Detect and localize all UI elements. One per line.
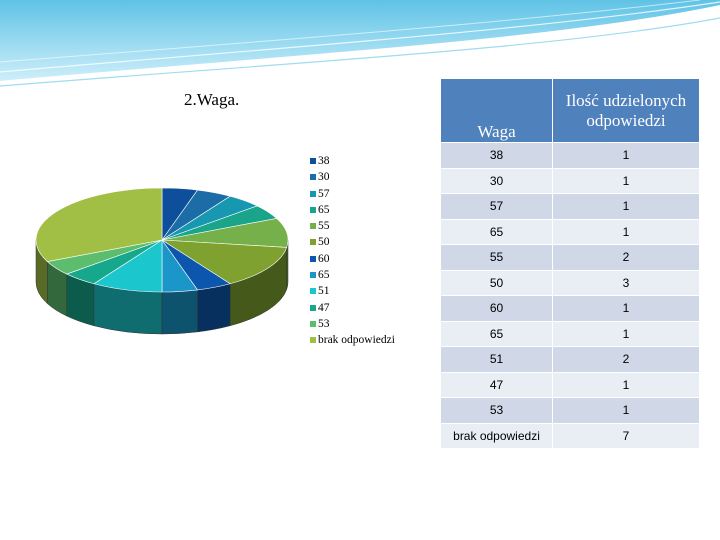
legend-label: 50 xyxy=(318,236,330,249)
table-row: 47 1 xyxy=(441,371,699,398)
slide-title: 2.Waga. xyxy=(184,90,240,109)
cell-waga: 38 xyxy=(441,142,553,169)
table-row: 50 3 xyxy=(441,269,699,296)
legend-swatch xyxy=(310,304,316,311)
cell-waga: brak odpowiedzi xyxy=(441,422,553,449)
cell-waga: 65 xyxy=(441,218,553,245)
table-row: 57 1 xyxy=(441,193,699,220)
table-row: 53 1 xyxy=(441,397,699,424)
table-row: 30 1 xyxy=(441,167,699,194)
cell-count: 3 xyxy=(552,269,699,296)
legend-swatch xyxy=(310,288,316,295)
cell-count: 1 xyxy=(552,295,699,322)
table-row: 65 1 xyxy=(441,320,699,347)
cell-waga: 53 xyxy=(441,397,553,424)
legend-label: 57 xyxy=(318,187,330,200)
cell-count: 1 xyxy=(552,397,699,424)
table-row: 60 1 xyxy=(441,295,699,322)
cell-count: 2 xyxy=(552,244,699,271)
legend-swatch xyxy=(310,206,316,213)
cell-count: 2 xyxy=(552,346,699,373)
cell-count: 1 xyxy=(552,371,699,398)
header-cell-waga: Waga xyxy=(441,78,553,143)
legend-swatch xyxy=(310,337,316,344)
table-header-row: Waga Ilość udzielonych odpowiedzi xyxy=(441,78,699,143)
legend-label: 47 xyxy=(318,301,330,314)
cell-count: 1 xyxy=(552,167,699,194)
legend-item: 50 xyxy=(310,234,395,250)
cell-count: 1 xyxy=(552,218,699,245)
legend-label: brak odpowiedzi xyxy=(318,334,395,347)
header-cell-count: Ilość udzielonych odpowiedzi xyxy=(552,78,699,143)
legend-label: 65 xyxy=(318,269,330,282)
cell-waga: 55 xyxy=(441,244,553,271)
legend-label: 30 xyxy=(318,171,330,184)
pie-slice-side xyxy=(197,283,231,333)
cell-count: 7 xyxy=(552,422,699,449)
legend-item: 60 xyxy=(310,251,395,267)
cell-waga: 50 xyxy=(441,269,553,296)
legend-swatch xyxy=(310,223,316,230)
cell-waga: 30 xyxy=(441,167,553,194)
data-table: Waga Ilość udzielonych odpowiedzi 38 1 30 1… xyxy=(441,78,699,449)
chart-legend: 38 30 57 65 55 50 60 65 51 47 53 brak odpowiedzi xyxy=(310,153,395,349)
cell-count: 1 xyxy=(552,320,699,347)
legend-swatch xyxy=(310,158,316,164)
table-row: 51 2 xyxy=(441,346,699,373)
decorative-header-banner xyxy=(0,0,720,87)
pie-slice xyxy=(35,187,163,262)
legend-item: 53 xyxy=(310,316,395,332)
legend-item: 57 xyxy=(310,186,395,202)
table-row: 65 1 xyxy=(441,218,699,245)
legend-label: 51 xyxy=(318,285,330,298)
legend-swatch xyxy=(310,190,316,197)
pie-slice xyxy=(160,239,288,285)
legend-swatch xyxy=(310,174,316,181)
legend-label: 38 xyxy=(318,155,330,167)
legend-swatch xyxy=(310,320,316,327)
cell-count: 1 xyxy=(552,142,699,169)
legend-label: 53 xyxy=(318,317,330,330)
pie-chart xyxy=(35,187,289,335)
legend-label: 65 xyxy=(318,203,330,216)
legend-item: 65 xyxy=(310,202,395,218)
cell-waga: 57 xyxy=(441,193,553,220)
legend-swatch xyxy=(310,239,316,246)
legend-item: 47 xyxy=(310,300,395,316)
legend-item: 55 xyxy=(310,218,395,234)
legend-item: 51 xyxy=(310,283,395,299)
cell-waga: 65 xyxy=(441,320,553,347)
legend-label: 55 xyxy=(318,220,330,233)
legend-item: brak odpowiedzi xyxy=(310,332,395,348)
legend-item: 65 xyxy=(310,267,395,283)
cell-waga: 51 xyxy=(441,346,553,373)
pie-slice-side xyxy=(161,289,198,335)
table-row: 55 2 xyxy=(441,244,699,271)
legend-swatch xyxy=(310,272,316,279)
legend-swatch xyxy=(310,255,316,262)
cell-waga: 60 xyxy=(441,295,553,322)
cell-count: 1 xyxy=(552,193,699,220)
legend-item: 38 xyxy=(310,153,395,169)
table-row: brak odpowiedzi 7 xyxy=(441,422,699,449)
legend-item: 30 xyxy=(310,169,395,185)
legend-label: 60 xyxy=(318,252,330,265)
cell-waga: 47 xyxy=(441,371,553,398)
table-row: 38 1 xyxy=(441,142,699,169)
